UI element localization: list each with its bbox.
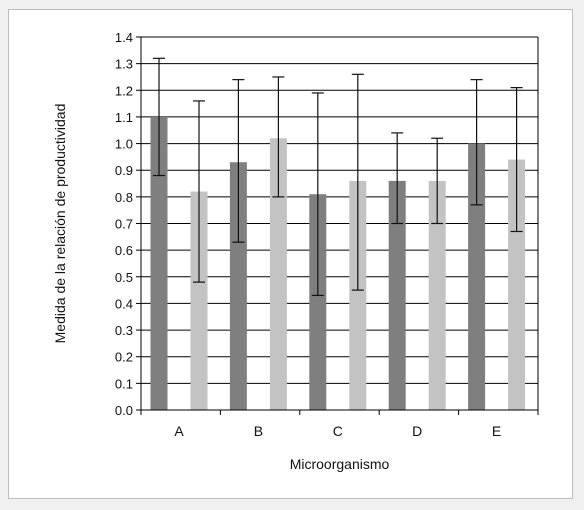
- y-tick-labels: 0.0 0.1 0.2 0.3 0.4 0.5 0.6 0.7 0.8 0.9 1.0 1.1 1.2 1…: [115, 30, 133, 418]
- bar: [269, 138, 287, 410]
- bar: [150, 116, 168, 410]
- bar: [309, 194, 327, 410]
- chart-frame: 0.0 0.1 0.2 0.3 0.4 0.5 0.6 0.7 0.8 0.9 1.0 1.1 1.2 1…: [8, 9, 573, 499]
- y-tick-label: 1.3: [115, 57, 133, 72]
- bar: [388, 180, 406, 410]
- y-tick-label: 0.2: [115, 350, 133, 365]
- bar: [428, 180, 446, 410]
- y-tick-label: 0.1: [115, 376, 133, 391]
- bar: [229, 162, 247, 410]
- y-tick-label: 1.0: [115, 137, 133, 152]
- y-tick-label: 0.8: [115, 190, 133, 205]
- x-axis-label: Microorganismo: [290, 456, 390, 472]
- bar: [349, 180, 367, 410]
- y-tick-label: 1.4: [115, 30, 133, 45]
- bar: [468, 143, 486, 411]
- y-tick-label: 0.7: [115, 217, 133, 232]
- error-bars: [153, 57, 523, 297]
- bar: [190, 191, 208, 410]
- x-tick-label: D: [412, 423, 422, 439]
- y-tick-label: 0.3: [115, 323, 133, 338]
- x-tick-label: E: [492, 423, 501, 439]
- y-tick-label: 0.6: [115, 243, 133, 258]
- y-tick-label: 0.4: [115, 296, 133, 311]
- axes: [136, 36, 539, 415]
- x-tick-labels: A B C D E: [174, 423, 501, 439]
- x-tick-label: B: [254, 423, 263, 439]
- y-tick-label: 1.2: [115, 83, 133, 98]
- y-tick-label: 0.5: [115, 270, 133, 285]
- y-tick-label: 0.9: [115, 163, 133, 178]
- bars: [150, 116, 526, 411]
- x-tick-label: C: [333, 423, 343, 439]
- bar-chart: 0.0 0.1 0.2 0.3 0.4 0.5 0.6 0.7 0.8 0.9 1.0 1.1 1.2 1…: [52, 30, 539, 472]
- x-tick-label: A: [174, 423, 184, 439]
- y-tick-label: 0.0: [115, 403, 133, 418]
- y-axis-label: Medida de la relación de productividad: [52, 104, 68, 344]
- bar: [508, 159, 526, 410]
- y-tick-label: 1.1: [115, 110, 133, 125]
